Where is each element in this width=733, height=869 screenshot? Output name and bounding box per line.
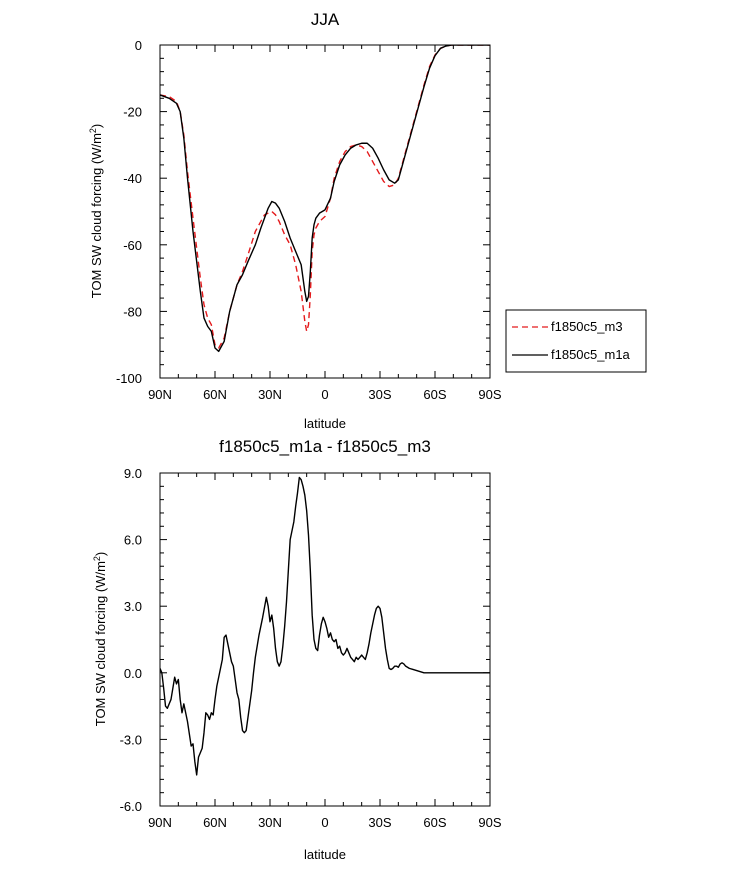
legend-box — [505, 309, 647, 373]
y-axis-label-superscript: 2 — [88, 128, 98, 133]
x-tick-label: 90N — [148, 815, 172, 830]
series-layer — [160, 476, 490, 776]
y-axis-label: TOM SW cloud forcing (W/m2) — [88, 124, 104, 299]
series-line-difference — [160, 476, 490, 776]
x-axis-label: latitude — [304, 847, 346, 862]
y-tick-label: -100 — [116, 371, 142, 386]
y-tick-label: 9.0 — [124, 466, 142, 481]
y-tick-label: 0 — [135, 38, 142, 53]
x-tick-label: 30S — [368, 387, 391, 402]
tick-layer: 90N 60N 30N 0 30S 60S 90S -100 -80 -60 -40 -20 0 — [116, 38, 502, 402]
x-tick-label: 30N — [258, 815, 282, 830]
legend-label: f1850c5_m3 — [551, 319, 623, 334]
y-axis-label-tail: ) — [89, 124, 104, 128]
y-axis-label-superscript: 2 — [92, 556, 102, 561]
x-tick-label: 60N — [203, 815, 227, 830]
y-tick-label: 3.0 — [124, 599, 142, 614]
x-tick-label: 60S — [423, 387, 446, 402]
x-tick-label: 90N — [148, 387, 172, 402]
x-tick-label: 90S — [478, 387, 501, 402]
series-line-f1850c5_m3 — [160, 45, 490, 349]
y-axis-label-main: TOM SW cloud forcing (W/m — [89, 133, 104, 298]
x-tick-label: 30N — [258, 387, 282, 402]
y-tick-label: -6.0 — [120, 799, 142, 814]
chart-title: f1850c5_m1a - f1850c5_m3 — [219, 437, 431, 456]
series-line-f1850c5_m1a — [160, 45, 490, 353]
series-layer — [160, 45, 490, 353]
x-tick-label: 30S — [368, 815, 391, 830]
y-tick-label: -20 — [123, 105, 142, 120]
tick-layer: 90N 60N 30N 0 30S 60S 90S -6.0 -3.0 0.0 3.0 6.0 9.0 — [120, 466, 502, 830]
bottom-panel: f1850c5_m1a - f1850c5_m3 90N 60N 30N 0 30S 60… — [92, 437, 502, 862]
legend-label: f1850c5_m1a — [551, 347, 631, 362]
x-tick-label: 60N — [203, 387, 227, 402]
x-tick-label: 90S — [478, 815, 501, 830]
y-tick-label: -80 — [123, 304, 142, 319]
y-tick-label: -60 — [123, 238, 142, 253]
legend: f1850c5_m3 f1850c5_m1a — [505, 309, 647, 373]
y-axis-label: TOM SW cloud forcing (W/m2) — [92, 552, 108, 727]
y-axis-label-main: TOM SW cloud forcing (W/m — [93, 561, 108, 726]
chart-title: JJA — [311, 10, 340, 29]
x-axis-label: latitude — [304, 416, 346, 431]
y-tick-label: -40 — [123, 171, 142, 186]
plot-frame — [159, 472, 491, 807]
y-tick-label: -3.0 — [120, 732, 142, 747]
x-tick-label: 0 — [321, 387, 328, 402]
y-axis-label-tail: ) — [93, 552, 108, 556]
y-tick-label: 0.0 — [124, 666, 142, 681]
x-tick-label: 0 — [321, 815, 328, 830]
top-panel: JJA 90N 60N 30N 0 30S 60S 90S -100 -80 -60 -40 -20 0… — [88, 10, 647, 431]
y-tick-label: 6.0 — [124, 533, 142, 548]
x-tick-label: 60S — [423, 815, 446, 830]
